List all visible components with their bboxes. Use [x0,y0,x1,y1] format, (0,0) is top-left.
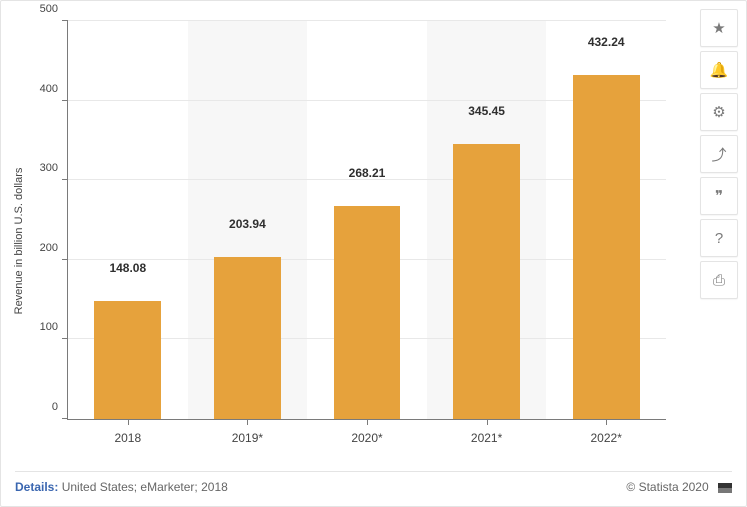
print-button[interactable]: ⎙ [700,261,738,299]
details-text: Details: United States; eMarketer; 2018 [15,480,228,494]
y-tick [62,338,68,339]
settings-button[interactable]: ⚙ [700,93,738,131]
chart-card: Revenue in billion U.S. dollars 01002003… [0,0,747,507]
bar-value-label: 432.24 [588,35,625,55]
toolbar: ★ 🔔 ⚙ ⤴ ❞? ⎙ [700,9,738,299]
y-tick [62,179,68,180]
bar [453,144,520,419]
x-tick-label: 2019* [232,431,263,445]
y-tick-label: 300 [40,162,58,174]
bar [94,301,161,419]
chart-panel: Revenue in billion U.S. dollars 01002003… [11,11,688,458]
y-tick-label: 500 [40,3,58,15]
x-tick-label: 2021* [471,431,502,445]
cite-button[interactable]: ❞ [700,177,738,215]
x-tick-label: 2020* [351,431,382,445]
flag-icon [718,483,732,493]
y-tick-label: 400 [40,83,58,95]
y-tick-label: 0 [52,401,58,413]
bar [334,206,401,419]
x-tick [247,419,248,425]
share-button[interactable]: ⤴ [700,135,738,173]
help-button[interactable]: ? [700,219,738,257]
copyright-text: © Statista 2020 [626,480,708,494]
y-tick [62,20,68,21]
alert-button[interactable]: 🔔 [700,51,738,89]
y-tick [62,259,68,260]
bar-value-label: 345.45 [468,104,505,124]
x-tick-label: 2018 [114,431,141,445]
favorite-button[interactable]: ★ [700,9,738,47]
x-tick [487,419,488,425]
x-tick [606,419,607,425]
x-tick-label: 2022* [591,431,622,445]
y-tick [62,100,68,101]
plot-area: 0100200300400500148.082018203.942019*268… [67,21,666,420]
bar-value-label: 203.94 [229,217,266,237]
y-axis-title: Revenue in billion U.S. dollars [13,167,25,314]
y-tick-label: 200 [40,242,58,254]
x-tick [128,419,129,425]
bar [214,257,281,419]
x-tick [367,419,368,425]
gridline [68,20,666,21]
bar-value-label: 268.21 [349,166,386,186]
footer: Details: United States; eMarketer; 2018 … [15,471,732,494]
details-label: Details: [15,480,58,494]
bar [573,75,640,419]
y-tick [62,418,68,419]
copyright: © Statista 2020 [626,480,732,494]
details-value: United States; eMarketer; 2018 [62,480,228,494]
y-tick-label: 100 [40,321,58,333]
bar-value-label: 148.08 [109,261,146,281]
